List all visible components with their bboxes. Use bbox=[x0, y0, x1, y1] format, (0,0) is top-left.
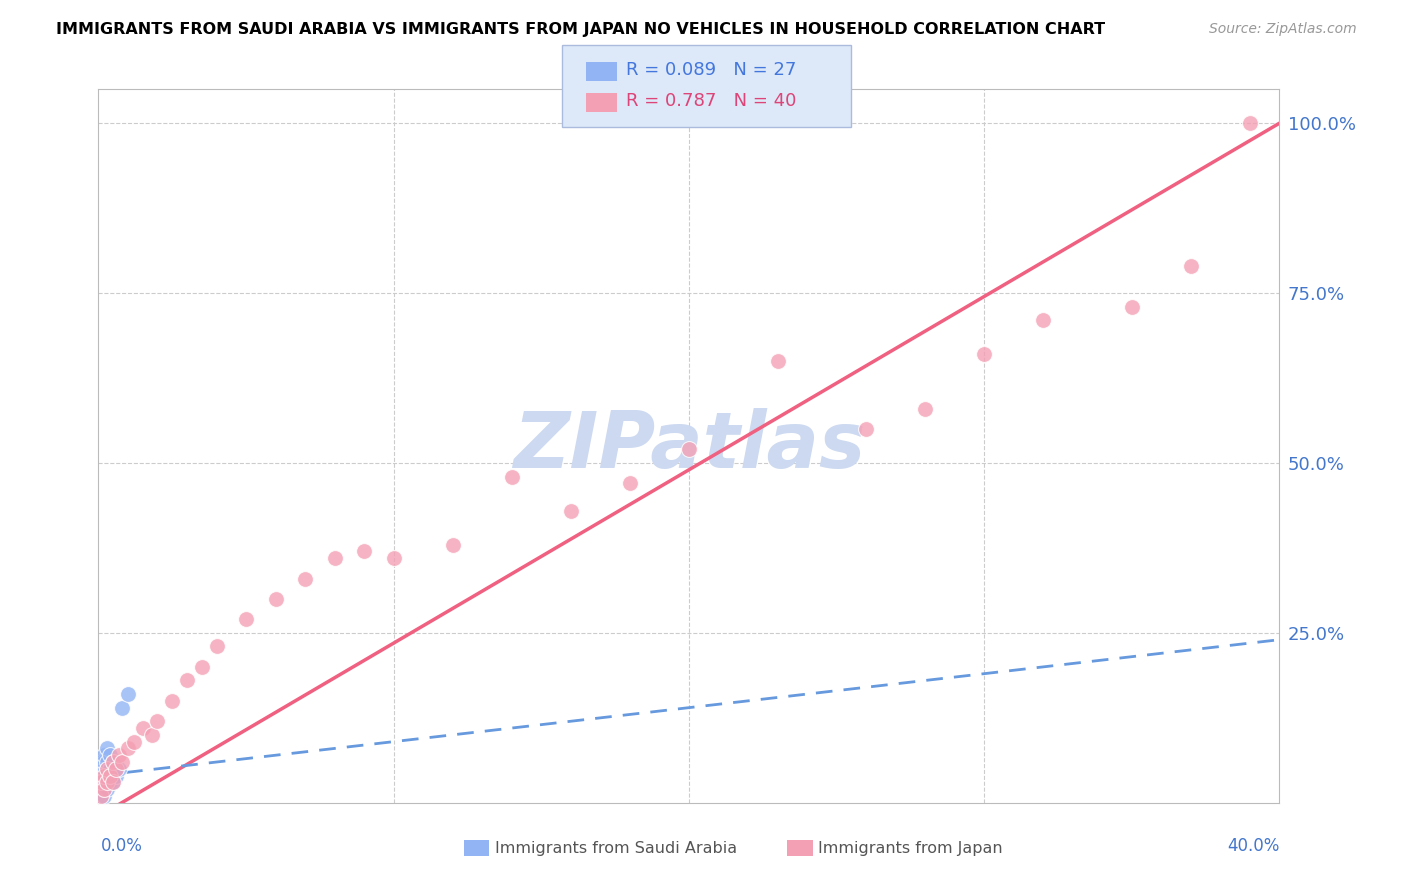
Point bbox=[96, 741, 118, 756]
Point bbox=[93, 748, 115, 763]
Point bbox=[90, 782, 112, 797]
Point bbox=[90, 775, 112, 789]
Point bbox=[353, 544, 375, 558]
Text: 0.0%: 0.0% bbox=[101, 837, 143, 855]
Point bbox=[619, 476, 641, 491]
Point bbox=[96, 755, 118, 769]
Point bbox=[90, 769, 112, 783]
Point bbox=[90, 789, 112, 803]
Point bbox=[141, 728, 163, 742]
Point bbox=[93, 789, 115, 803]
Point bbox=[90, 755, 112, 769]
Point bbox=[105, 762, 128, 776]
Point bbox=[1180, 259, 1202, 273]
Point bbox=[93, 769, 115, 783]
Text: R = 0.787   N = 40: R = 0.787 N = 40 bbox=[626, 92, 796, 110]
Point bbox=[96, 775, 118, 789]
Point bbox=[98, 762, 121, 776]
Point bbox=[191, 660, 214, 674]
Point bbox=[162, 694, 183, 708]
Point bbox=[103, 775, 125, 789]
Point bbox=[117, 741, 139, 756]
Point bbox=[441, 537, 464, 551]
Point bbox=[98, 775, 121, 789]
Point bbox=[111, 700, 134, 714]
Point bbox=[382, 551, 405, 566]
Text: Immigrants from Japan: Immigrants from Japan bbox=[818, 841, 1002, 855]
Point bbox=[766, 354, 789, 368]
Point bbox=[501, 469, 523, 483]
Point bbox=[90, 775, 112, 789]
Text: 40.0%: 40.0% bbox=[1227, 837, 1279, 855]
Point bbox=[294, 572, 316, 586]
Point bbox=[560, 503, 582, 517]
Point bbox=[93, 762, 115, 776]
Point bbox=[93, 775, 115, 789]
Text: R = 0.089   N = 27: R = 0.089 N = 27 bbox=[626, 61, 796, 78]
Point bbox=[108, 762, 131, 776]
Point bbox=[1032, 313, 1054, 327]
Point bbox=[235, 612, 257, 626]
Point bbox=[103, 775, 125, 789]
Text: Source: ZipAtlas.com: Source: ZipAtlas.com bbox=[1209, 22, 1357, 37]
Point bbox=[96, 775, 118, 789]
Point bbox=[93, 755, 115, 769]
Point bbox=[98, 769, 121, 783]
Point bbox=[205, 640, 228, 654]
Point bbox=[93, 782, 115, 797]
Point bbox=[176, 673, 198, 688]
Point bbox=[132, 721, 155, 735]
Text: Immigrants from Saudi Arabia: Immigrants from Saudi Arabia bbox=[495, 841, 737, 855]
Point bbox=[111, 755, 134, 769]
Text: ZIPatlas: ZIPatlas bbox=[513, 408, 865, 484]
Point bbox=[93, 782, 115, 797]
Point bbox=[96, 762, 118, 776]
Point bbox=[122, 734, 145, 748]
Point bbox=[103, 755, 125, 769]
Point bbox=[1239, 116, 1261, 130]
Point bbox=[914, 401, 936, 416]
Point bbox=[973, 347, 995, 361]
Point bbox=[105, 769, 128, 783]
Point bbox=[855, 422, 877, 436]
Point bbox=[90, 789, 112, 803]
Point bbox=[108, 748, 131, 763]
Point bbox=[103, 755, 125, 769]
Point bbox=[98, 748, 121, 763]
Point bbox=[96, 782, 118, 797]
Point bbox=[678, 442, 700, 457]
Point bbox=[1121, 300, 1143, 314]
Point bbox=[93, 769, 115, 783]
Point bbox=[96, 762, 118, 776]
Point bbox=[117, 687, 139, 701]
Point bbox=[264, 591, 287, 606]
Text: IMMIGRANTS FROM SAUDI ARABIA VS IMMIGRANTS FROM JAPAN NO VEHICLES IN HOUSEHOLD C: IMMIGRANTS FROM SAUDI ARABIA VS IMMIGRAN… bbox=[56, 22, 1105, 37]
Point bbox=[90, 762, 112, 776]
Point bbox=[323, 551, 346, 566]
Point bbox=[146, 714, 169, 729]
